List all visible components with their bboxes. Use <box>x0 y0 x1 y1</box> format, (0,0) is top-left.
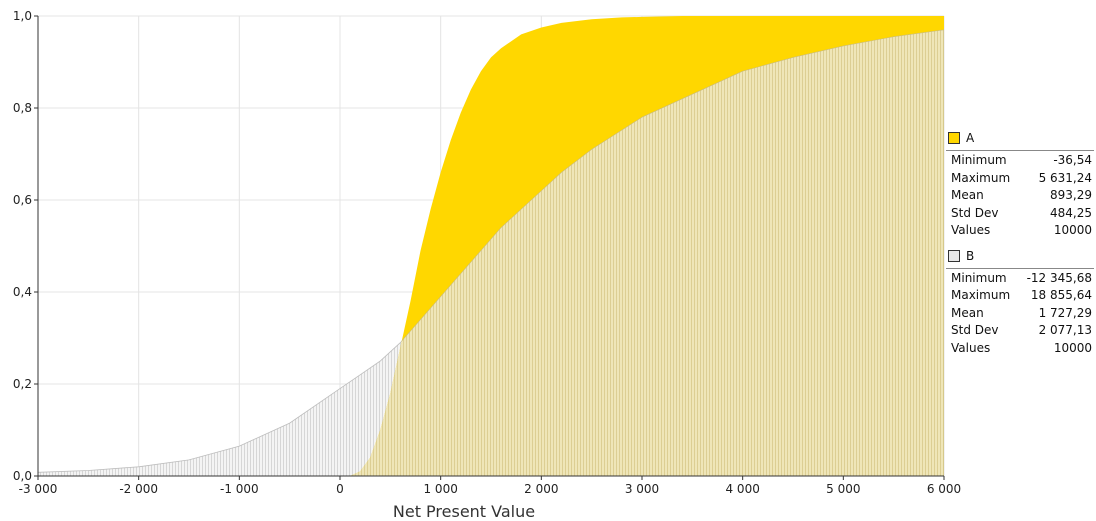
stat-row: Maximum 18 855,64 <box>946 287 1094 305</box>
x-tick-label: 3 000 <box>625 482 659 496</box>
stat-value: 10000 <box>1053 223 1092 237</box>
stat-label: Std Dev <box>951 323 999 337</box>
stat-row: Std Dev 484,25 <box>946 205 1094 223</box>
stat-label: Mean <box>951 188 984 202</box>
stat-value: 5 631,24 <box>1038 170 1092 185</box>
stat-value: 10000 <box>1053 340 1092 355</box>
stat-row: Mean 893,29 <box>946 187 1094 205</box>
stat-row: Minimum -36,54 <box>946 152 1094 170</box>
stat-value: 484,25 <box>1050 205 1092 220</box>
legend-divider <box>946 150 1094 151</box>
x-tick-label: -1 000 <box>220 482 259 496</box>
stat-label: Minimum <box>951 270 1007 285</box>
stat-row: Mean 1 727,29 <box>946 305 1094 323</box>
x-tick-label: -3 000 <box>19 482 58 496</box>
stat-row: Maximum 5 631,24 <box>946 170 1094 188</box>
stat-value: 18 855,64 <box>1030 288 1092 302</box>
stat-row: Minimum -12 345,68 <box>946 270 1094 288</box>
y-tick-label: 0,8 <box>13 101 32 115</box>
stat-label: Maximum <box>951 170 1011 185</box>
y-tick-label: 0,6 <box>13 193 32 207</box>
stat-label: Std Dev <box>951 205 999 220</box>
legend-swatch-b <box>948 249 960 262</box>
stat-label: Values <box>951 223 991 237</box>
x-tick-label: 5 000 <box>826 482 860 496</box>
legend-entry-b: B <box>946 246 1094 266</box>
x-tick-label: 6 000 <box>927 482 961 496</box>
stat-value: 893,29 <box>1050 188 1092 202</box>
stat-row: Std Dev 2 077,13 <box>946 322 1094 340</box>
legend: A Minimum -36,54 Maximum 5 631,24 Mean 893,… <box>946 128 1094 357</box>
stat-label: Values <box>951 340 991 355</box>
stat-value: 2 077,13 <box>1038 323 1092 337</box>
x-tick-label: 2 000 <box>524 482 558 496</box>
x-tick-label: 0 <box>336 482 344 496</box>
stat-label: Maximum <box>951 288 1011 302</box>
legend-divider <box>946 267 1094 269</box>
x-tick-label: -2 000 <box>119 482 158 496</box>
stat-row: Values 10000 <box>946 340 1094 358</box>
legend-label-a: A <box>966 131 975 145</box>
y-tick-label: 0,4 <box>13 285 32 299</box>
x-tick-label: 4 000 <box>725 482 759 496</box>
legend-entry-a: A <box>946 128 1094 148</box>
x-tick-label: 1 000 <box>423 482 457 496</box>
y-tick-label: 0,0 <box>13 469 32 483</box>
axes <box>37 16 944 477</box>
stat-row: Values 10000 <box>946 222 1094 240</box>
legend-label-b: B <box>966 248 975 263</box>
stat-label: Mean <box>951 305 984 320</box>
y-tick-label: 1,0 <box>13 9 32 23</box>
stat-value: 1 727,29 <box>1038 305 1092 320</box>
stat-value: -12 345,68 <box>1026 270 1092 285</box>
stat-label: Minimum <box>951 153 1007 167</box>
x-axis-title: Net Present Value <box>393 502 535 521</box>
stat-value: -36,54 <box>1053 153 1092 167</box>
y-tick-label: 0,2 <box>13 377 32 391</box>
legend-swatch-a <box>948 132 960 144</box>
